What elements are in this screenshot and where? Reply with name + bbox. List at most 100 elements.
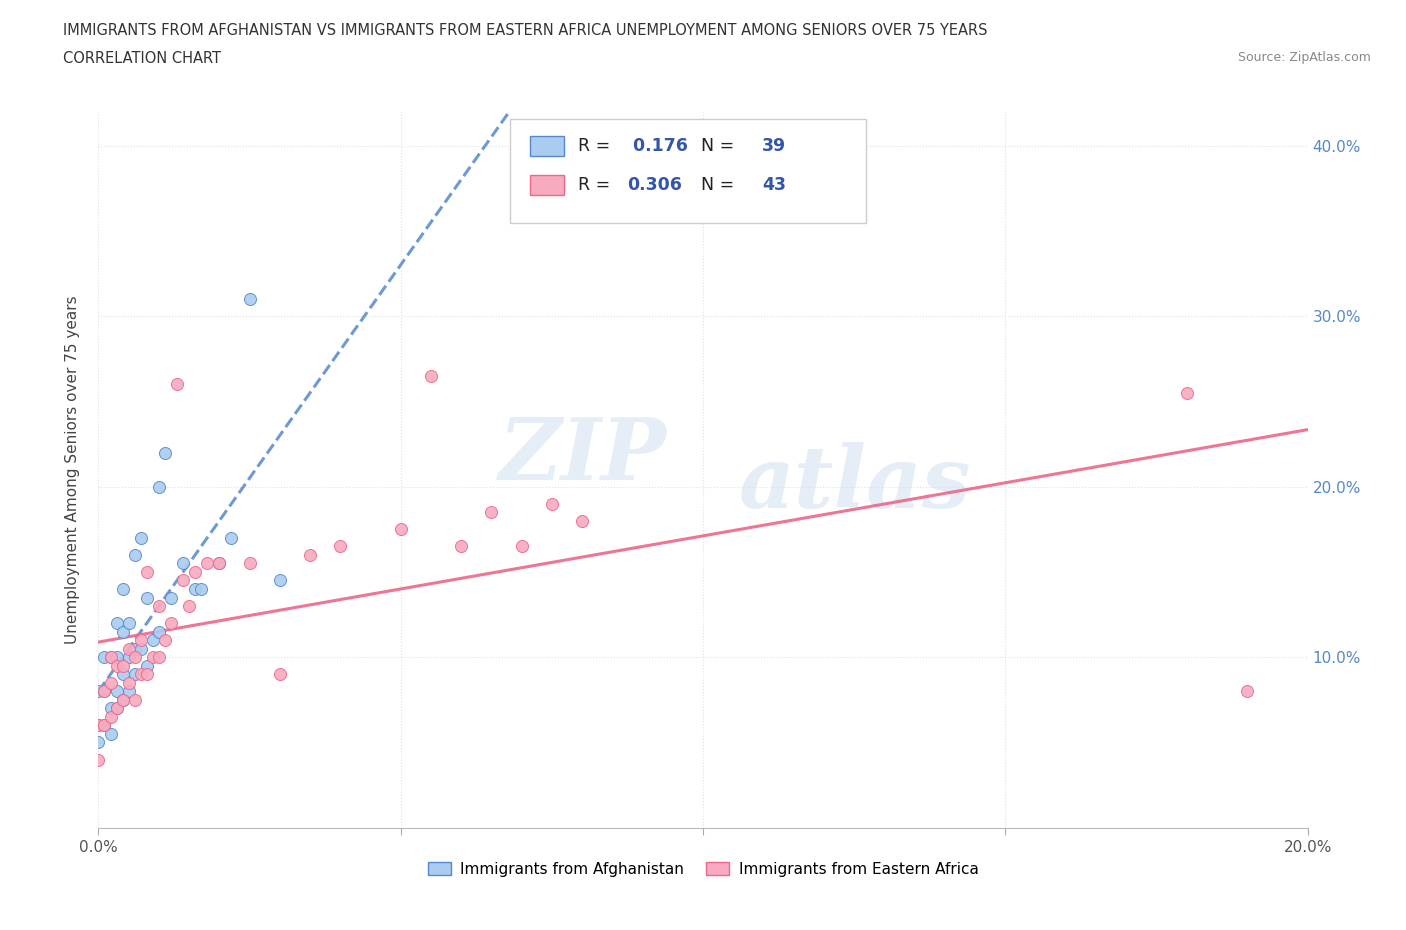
Point [105,650,128,665]
Point [124,650,146,665]
Point [1236,684,1258,698]
Point [93,684,115,698]
Point [153,445,176,460]
Point [87,684,110,698]
Point [87,752,110,767]
Point [135,667,157,682]
Point [100,726,122,741]
Point [208,556,231,571]
Point [100,710,122,724]
Point [239,556,262,571]
Text: 39: 39 [762,137,786,155]
Point [93,718,115,733]
Text: 0.176: 0.176 [627,137,688,155]
Text: R =: R = [578,137,616,155]
Point [208,556,231,571]
Point [111,667,134,682]
Point [450,539,472,554]
Point [571,513,593,528]
Point [148,650,170,665]
Point [239,292,262,307]
Point [100,650,122,665]
Y-axis label: Unemployment Among Seniors over 75 years: Unemployment Among Seniors over 75 years [65,296,80,644]
Point [160,591,183,605]
Point [172,573,194,588]
Legend: Immigrants from Afghanistan, Immigrants from Eastern Africa: Immigrants from Afghanistan, Immigrants … [420,854,986,884]
Text: ZIP: ZIP [499,414,666,497]
Point [105,616,128,631]
Point [184,565,207,579]
Point [269,573,291,588]
Point [184,581,207,596]
Point [87,735,110,750]
FancyBboxPatch shape [530,136,564,156]
Point [299,548,322,563]
Text: Source: ZipAtlas.com: Source: ZipAtlas.com [1237,51,1371,64]
Point [124,548,146,563]
Point [124,642,146,657]
Point [540,497,562,512]
Text: 43: 43 [762,177,786,194]
Point [100,650,122,665]
Point [105,701,128,716]
Point [142,632,165,647]
FancyBboxPatch shape [509,119,866,222]
Point [124,692,146,708]
Point [190,581,212,596]
Point [195,556,218,571]
Point [269,667,291,682]
Point [329,539,352,554]
Point [481,505,503,520]
Point [111,692,134,708]
FancyBboxPatch shape [530,176,564,195]
Point [118,642,141,657]
Text: N =: N = [690,177,740,194]
Point [510,539,533,554]
Point [129,667,152,682]
Point [100,675,122,690]
Point [148,479,170,494]
Text: CORRELATION CHART: CORRELATION CHART [63,51,221,66]
Point [118,675,141,690]
Point [420,368,443,383]
Point [135,565,157,579]
Point [124,667,146,682]
Point [111,692,134,708]
Point [105,684,128,698]
Point [172,556,194,571]
Point [160,616,183,631]
Point [93,718,115,733]
Point [135,591,157,605]
Text: IMMIGRANTS FROM AFGHANISTAN VS IMMIGRANTS FROM EASTERN AFRICA UNEMPLOYMENT AMONG: IMMIGRANTS FROM AFGHANISTAN VS IMMIGRANT… [63,23,988,38]
Point [93,650,115,665]
Point [105,658,128,673]
Point [118,616,141,631]
Point [111,581,134,596]
Text: R =: R = [578,177,616,194]
Point [389,522,412,537]
Text: 0.306: 0.306 [627,177,682,194]
Text: atlas: atlas [740,443,972,525]
Point [148,624,170,639]
Point [87,718,110,733]
Point [221,530,243,545]
Point [118,684,141,698]
Point [142,650,165,665]
Point [153,632,176,647]
Point [1175,386,1198,401]
Point [118,650,141,665]
Point [111,658,134,673]
Point [87,718,110,733]
Point [105,701,128,716]
Point [166,377,188,392]
Point [100,701,122,716]
Point [129,632,152,647]
Text: N =: N = [690,137,740,155]
Point [148,599,170,614]
Point [135,658,157,673]
Point [129,642,152,657]
Point [111,624,134,639]
Point [93,684,115,698]
Point [129,530,152,545]
Point [179,599,201,614]
